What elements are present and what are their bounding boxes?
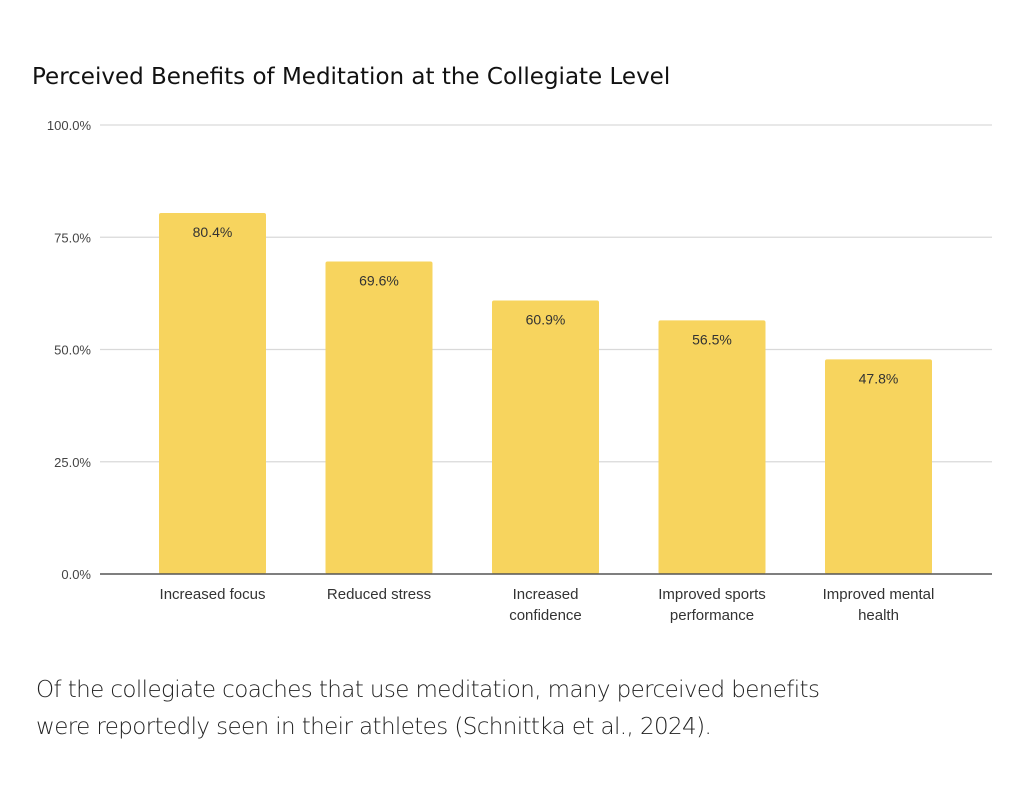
data-label: 47.8% [859, 370, 899, 386]
y-tick-label: 75.0% [54, 230, 91, 245]
data-label: 56.5% [692, 331, 732, 347]
bar-chart: Perceived Benefits of Meditation at the … [32, 64, 992, 624]
y-axis-ticks: 0.0% 25.0% 50.0% 75.0% 100.0% [47, 118, 92, 582]
bar [658, 320, 766, 574]
chart-title: Perceived Benefits of Meditation at the … [32, 64, 670, 90]
bar [825, 359, 932, 574]
caption-line-2: were reportedly seen in their athletes (… [36, 714, 712, 740]
bar [325, 261, 433, 574]
figure-caption: Of the collegiate coaches that use medit… [36, 672, 996, 746]
x-tick-label: Increased confidence [509, 586, 582, 624]
x-axis-ticks: Increased focus Reduced stress Increased co… [160, 586, 935, 624]
x-tick-label: Improved sports performance [658, 586, 766, 624]
bar [159, 213, 266, 574]
x-tick-label: Increased focus [160, 586, 266, 603]
data-labels: 80.4% 69.6% 60.9% 56.5% 47.8% [193, 224, 899, 386]
data-label: 80.4% [193, 224, 233, 240]
caption-line-1: Of the collegiate coaches that use medit… [36, 677, 820, 703]
data-label: 60.9% [526, 312, 566, 328]
y-tick-label: 50.0% [54, 343, 91, 358]
bars [159, 213, 932, 574]
x-tick-label: Improved mental health [823, 586, 935, 624]
bar [492, 300, 599, 574]
x-tick-label: Reduced stress [327, 586, 431, 603]
data-label: 69.6% [359, 272, 399, 288]
y-tick-label: 100.0% [47, 118, 92, 133]
y-tick-label: 25.0% [54, 455, 91, 470]
y-tick-label: 0.0% [61, 567, 91, 582]
